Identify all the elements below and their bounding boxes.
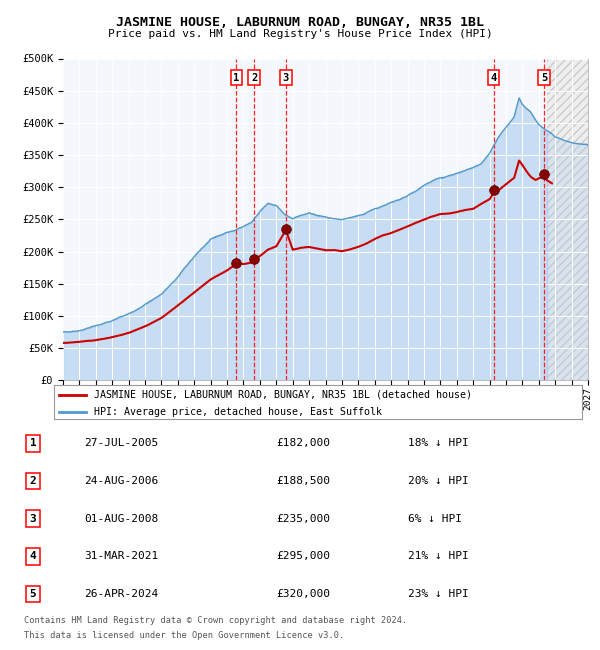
Text: 2: 2	[29, 476, 37, 486]
Text: Price paid vs. HM Land Registry's House Price Index (HPI): Price paid vs. HM Land Registry's House …	[107, 29, 493, 39]
Text: 2: 2	[251, 73, 257, 83]
Text: 31-MAR-2021: 31-MAR-2021	[84, 551, 158, 562]
Text: JASMINE HOUSE, LABURNUM ROAD, BUNGAY, NR35 1BL: JASMINE HOUSE, LABURNUM ROAD, BUNGAY, NR…	[116, 16, 484, 29]
Text: 3: 3	[29, 514, 37, 524]
Text: 6% ↓ HPI: 6% ↓ HPI	[408, 514, 462, 524]
Text: 27-JUL-2005: 27-JUL-2005	[84, 438, 158, 448]
Text: This data is licensed under the Open Government Licence v3.0.: This data is licensed under the Open Gov…	[24, 630, 344, 640]
Text: 01-AUG-2008: 01-AUG-2008	[84, 514, 158, 524]
Text: 4: 4	[29, 551, 37, 562]
Text: £182,000: £182,000	[276, 438, 330, 448]
Text: 18% ↓ HPI: 18% ↓ HPI	[408, 438, 469, 448]
Text: 24-AUG-2006: 24-AUG-2006	[84, 476, 158, 486]
Bar	[547, 58, 588, 380]
Text: 20% ↓ HPI: 20% ↓ HPI	[408, 476, 469, 486]
Text: 1: 1	[29, 438, 37, 448]
Text: HPI: Average price, detached house, East Suffolk: HPI: Average price, detached house, East…	[94, 407, 382, 417]
Text: 1: 1	[233, 73, 239, 83]
Text: JASMINE HOUSE, LABURNUM ROAD, BUNGAY, NR35 1BL (detached house): JASMINE HOUSE, LABURNUM ROAD, BUNGAY, NR…	[94, 389, 472, 400]
Text: 3: 3	[283, 73, 289, 83]
Text: 5: 5	[29, 589, 37, 599]
Text: £320,000: £320,000	[276, 589, 330, 599]
Text: Contains HM Land Registry data © Crown copyright and database right 2024.: Contains HM Land Registry data © Crown c…	[24, 616, 407, 625]
Text: 5: 5	[541, 73, 547, 83]
Text: £295,000: £295,000	[276, 551, 330, 562]
Text: 21% ↓ HPI: 21% ↓ HPI	[408, 551, 469, 562]
Bar	[547, 58, 588, 380]
Text: 4: 4	[491, 73, 497, 83]
Text: £188,500: £188,500	[276, 476, 330, 486]
Text: 23% ↓ HPI: 23% ↓ HPI	[408, 589, 469, 599]
Text: 26-APR-2024: 26-APR-2024	[84, 589, 158, 599]
Text: £235,000: £235,000	[276, 514, 330, 524]
